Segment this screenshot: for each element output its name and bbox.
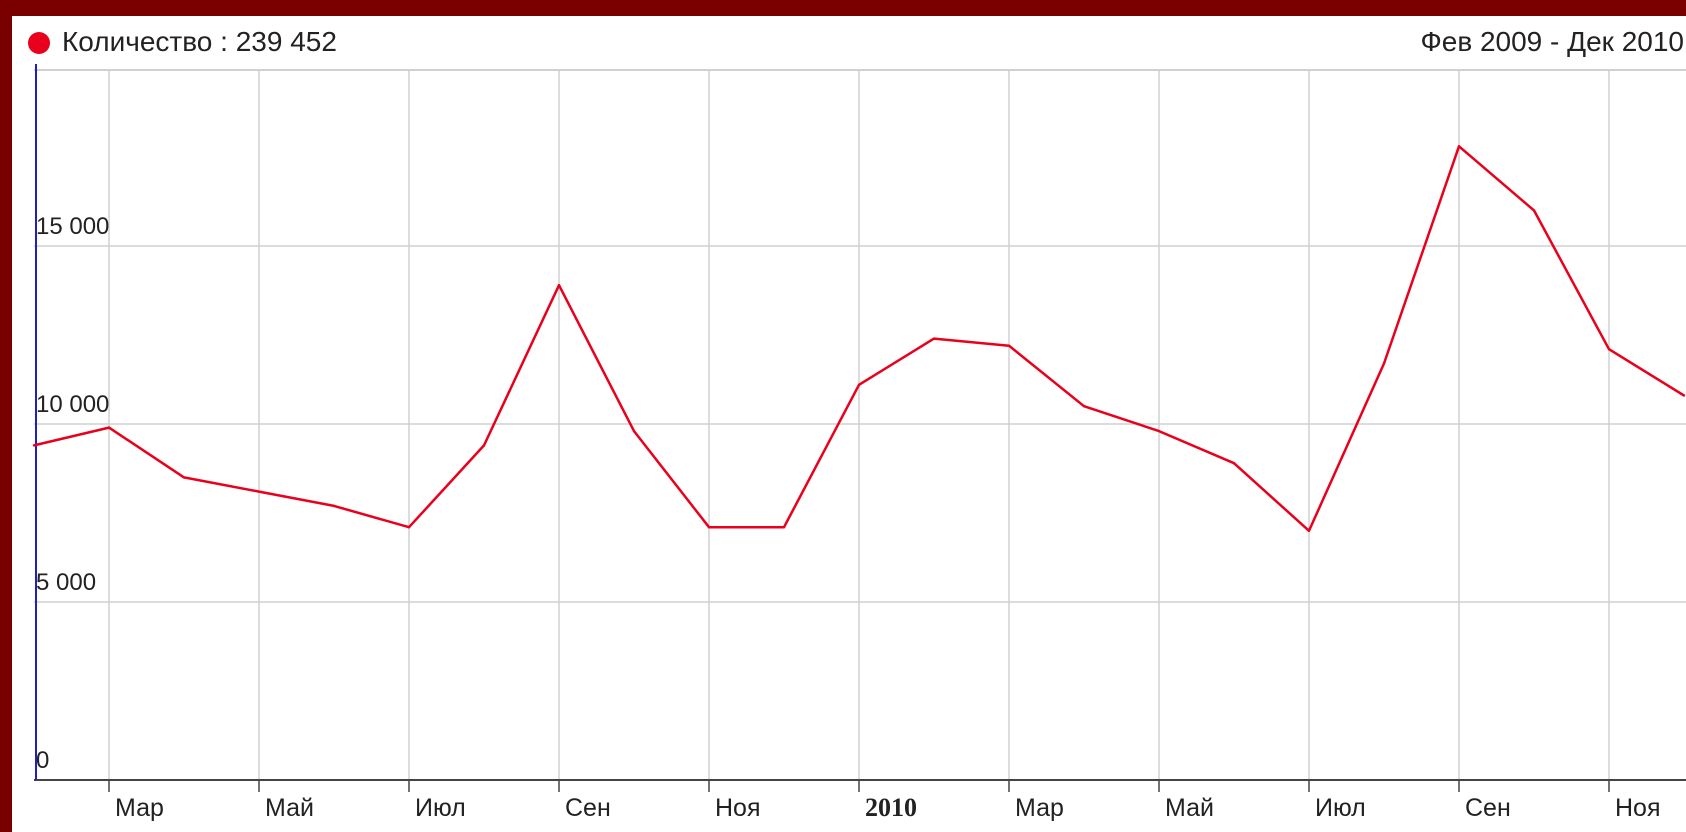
- x-tick-label: Сен: [1465, 794, 1511, 822]
- data-point: [1382, 362, 1386, 365]
- y-tick-label: 5 000: [36, 569, 96, 596]
- data-point: [707, 526, 711, 529]
- data-point: [1532, 209, 1536, 212]
- data-point: [557, 284, 561, 287]
- data-point: [257, 490, 261, 493]
- x-tick-label: 2010: [865, 793, 917, 822]
- legend-marker-icon: [28, 32, 50, 54]
- x-tick-labels: Мар Май Июл Сен Ноя 2010 Мар Май Июл Сен Ноя: [115, 793, 1661, 822]
- x-tick-label: Сен: [565, 794, 611, 822]
- x-tick-label: Май: [1165, 794, 1214, 822]
- x-tick-label: Мар: [1015, 794, 1064, 822]
- data-point: [107, 426, 111, 429]
- x-tick-label: Ноя: [1615, 794, 1661, 822]
- x-tick-label: Май: [265, 794, 314, 822]
- data-point: [182, 476, 186, 479]
- chart-header: Количество : 239 452 Фев 2009 - Дек 2010: [12, 16, 1686, 70]
- y-tick-label: 15 000: [36, 213, 109, 240]
- data-point: [32, 444, 36, 447]
- data-point: [1607, 348, 1611, 351]
- data-point: [1682, 394, 1686, 397]
- y-tick-label: 0: [36, 747, 49, 774]
- chart-panel: Количество : 239 452 Фев 2009 - Дек 2010…: [12, 16, 1686, 832]
- x-tick-label: Мар: [115, 794, 164, 822]
- data-point: [632, 429, 636, 433]
- grid-lines: [34, 69, 1686, 780]
- date-range-label: Фев 2009 - Дек 2010: [1420, 26, 1684, 57]
- axes: [34, 64, 1686, 792]
- x-tick-label: Ноя: [715, 794, 761, 822]
- data-point: [1307, 529, 1311, 532]
- x-tick-label: Июл: [1315, 794, 1366, 822]
- data-point: [932, 337, 936, 340]
- y-tick-label: 10 000: [36, 391, 109, 418]
- data-point: [482, 444, 486, 447]
- data-point: [1007, 344, 1011, 347]
- data-point: [857, 383, 861, 386]
- legend-label: Количество : 239 452: [62, 26, 337, 57]
- data-point: [1157, 429, 1161, 433]
- data-point: [1457, 145, 1461, 148]
- data-point: [407, 526, 411, 529]
- data-point: [1082, 405, 1086, 408]
- data-point: [782, 526, 786, 529]
- series-lines: [32, 145, 1686, 533]
- data-point: [332, 504, 336, 508]
- y-tick-labels: 0 5 000 10 000 15 000: [36, 213, 109, 774]
- x-tick-label: Июл: [415, 794, 466, 822]
- data-point: [1232, 462, 1236, 465]
